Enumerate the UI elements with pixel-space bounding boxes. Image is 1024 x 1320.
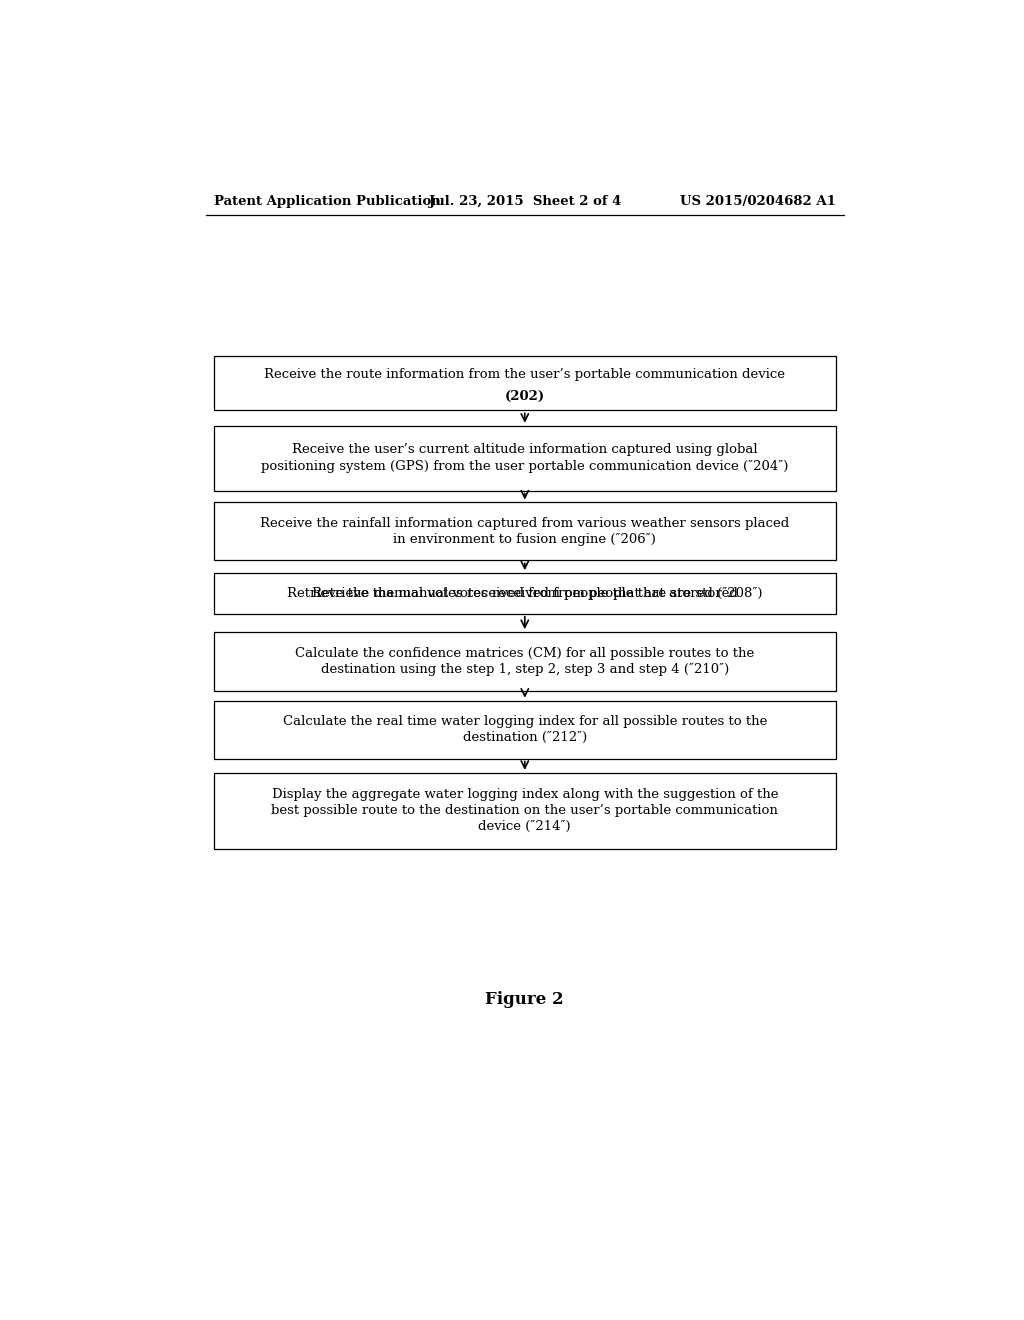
Text: Patent Application Publication: Patent Application Publication: [214, 194, 440, 207]
Text: Jul. 23, 2015  Sheet 2 of 4: Jul. 23, 2015 Sheet 2 of 4: [429, 194, 621, 207]
FancyBboxPatch shape: [214, 701, 836, 759]
Text: Receive the rainfall information captured from various weather sensors placed
in: Receive the rainfall information capture…: [260, 516, 790, 546]
FancyBboxPatch shape: [214, 573, 836, 614]
Text: Figure 2: Figure 2: [485, 991, 564, 1008]
Text: Retrieve the manual votes received from people that are stored (208): Retrieve the manual votes received from …: [268, 587, 781, 599]
Text: Retrieve the manual votes received from people that are stored (″208″): Retrieve the manual votes received from …: [287, 587, 763, 599]
FancyBboxPatch shape: [214, 632, 836, 690]
Text: (202): (202): [505, 391, 545, 403]
FancyBboxPatch shape: [214, 355, 836, 411]
FancyBboxPatch shape: [214, 426, 836, 491]
Text: Calculate the real time water logging index for all possible routes to the
desti: Calculate the real time water logging in…: [283, 715, 767, 744]
Text: Display the aggregate water logging index along with the suggestion of the
best : Display the aggregate water logging inde…: [271, 788, 778, 833]
Text: Receive the user’s current altitude information captured using global
positionin: Receive the user’s current altitude info…: [261, 444, 788, 473]
Text: Retrieve the manual votes received from people that are stored: Retrieve the manual votes received from …: [312, 587, 737, 599]
Text: US 2015/0204682 A1: US 2015/0204682 A1: [680, 194, 836, 207]
FancyBboxPatch shape: [214, 503, 836, 561]
Text: Calculate the confidence matrices (CM) for all possible routes to the
destinatio: Calculate the confidence matrices (CM) f…: [295, 647, 755, 676]
FancyBboxPatch shape: [214, 772, 836, 849]
Text: Receive the route information from the user’s portable communication device: Receive the route information from the u…: [264, 368, 785, 381]
